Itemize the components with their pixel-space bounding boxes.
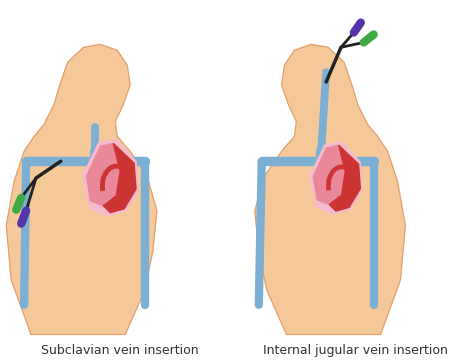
Polygon shape [329, 145, 360, 211]
Polygon shape [87, 143, 120, 206]
Polygon shape [6, 44, 157, 335]
Polygon shape [103, 143, 136, 213]
Polygon shape [255, 44, 405, 335]
Text: Subclavian vein insertion: Subclavian vein insertion [41, 344, 199, 357]
Polygon shape [313, 145, 346, 205]
Polygon shape [310, 142, 362, 214]
Text: Internal jugular vein insertion: Internal jugular vein insertion [264, 344, 448, 357]
Polygon shape [82, 139, 138, 215]
